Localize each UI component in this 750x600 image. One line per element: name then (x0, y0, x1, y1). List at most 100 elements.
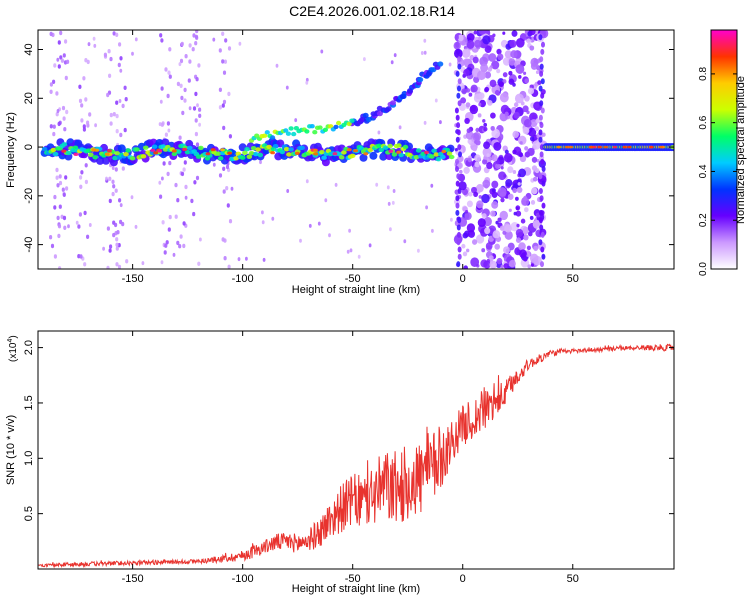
spectrogram-cell (114, 188, 118, 193)
spectrogram-cell (86, 120, 90, 125)
spectrogram-cell (512, 187, 518, 193)
spectrogram-cell (463, 265, 468, 269)
spectrogram-cell (130, 195, 134, 200)
snr-series-line (38, 343, 674, 569)
spectrogram-cell (523, 71, 527, 76)
spectrogram-cell (502, 57, 511, 66)
spectrogram-cell (218, 48, 222, 53)
spectrogram-cell (131, 51, 134, 56)
spectrogram-cell (270, 135, 276, 140)
spectrogram-cell (246, 154, 253, 159)
spectrogram-cell (64, 39, 68, 44)
spectrogram-cell (512, 149, 517, 155)
spectrogram-cell (56, 57, 60, 62)
spectrogram-cell (503, 263, 509, 269)
spectrogram-cell (456, 92, 461, 99)
spectrogram-cell (390, 100, 396, 106)
spectrogram-cell (59, 30, 63, 36)
spectrogram-cell (434, 98, 438, 103)
spectrogram-cell (134, 37, 138, 42)
spectrogram-cell (109, 112, 113, 118)
spectrogram-cell (195, 154, 202, 159)
spectrogram-cell (461, 243, 466, 249)
spectrogram-cell (52, 131, 56, 137)
spectrogram-cell (500, 264, 504, 269)
spectrogram-cell (198, 107, 202, 112)
spectrogram-cell (65, 186, 69, 191)
snr-frame (37, 330, 675, 570)
spectrogram-cell (112, 31, 116, 36)
spectrogram-cell (227, 151, 233, 155)
spectrogram-cell (162, 161, 166, 166)
spectrogram-cell (111, 166, 115, 170)
spectrogram-cell (164, 67, 168, 72)
spectrogram-cell (305, 179, 309, 184)
spectrogram-cell (309, 124, 315, 129)
spectrogram-cell (499, 210, 509, 221)
spectrogram-cell (478, 92, 485, 100)
x-tick-label: 50 (567, 273, 579, 285)
spectrogram-cell (65, 109, 69, 115)
spectrogram-cell (487, 66, 493, 72)
spectrogram-cell (271, 216, 275, 221)
spectrogram-cell (61, 142, 68, 147)
spectrogram-cell (500, 197, 505, 203)
spectrogram-cell (363, 57, 366, 62)
spectrogram-cell (227, 264, 231, 269)
spectrogram-cell (465, 130, 474, 140)
spectrogram-cell (450, 217, 453, 222)
spectrogram-cell (179, 234, 183, 239)
spectrogram-cell (533, 101, 541, 111)
spectrogram-cell (564, 145, 570, 149)
spectrogram-cell (466, 128, 471, 134)
spectrogram-cell (61, 149, 67, 153)
spectrogram-cell (150, 148, 156, 152)
spectrogram-cell (538, 114, 543, 121)
spectrogram-cell (114, 167, 118, 172)
spectrogram-cell (541, 41, 545, 48)
spectrogram-cell (532, 140, 541, 150)
spectrogram-cell (317, 125, 323, 130)
spectrogram-cell (79, 254, 83, 259)
spectrogram-panel: -150 -100 -50 0 50 -40 -20 0 20 40 Height of str… (5, 29, 675, 296)
spectrogram-cell (465, 88, 471, 93)
spectrogram-cell (305, 80, 309, 85)
spectrogram-cell (466, 223, 476, 233)
spectrogram-cell (440, 154, 446, 160)
spectrogram-cell (490, 125, 495, 131)
spectrogram-cell (194, 34, 199, 40)
spectrogram-cell (482, 35, 491, 45)
spectrogram-cell (176, 149, 182, 154)
spectrogram-cell (471, 239, 478, 245)
spectrogram-cell (535, 118, 541, 124)
spectrogram-cell (194, 118, 198, 123)
spectrogram-cell (487, 99, 493, 106)
spectrogram-cell (84, 97, 88, 102)
spectrogram-cell (245, 256, 248, 261)
spectrogram-cell (466, 40, 475, 49)
spectrogram-cell (423, 50, 427, 55)
spectrogram-cell (184, 54, 188, 59)
spectrogram-cell (392, 189, 396, 193)
spectrogram-cell (531, 187, 538, 195)
spectrogram-cell (312, 130, 318, 135)
spectrogram-cell (317, 221, 321, 226)
spectrogram-cell (58, 174, 62, 179)
spectrogram-cell (176, 240, 180, 246)
x-tick-label: 0 (460, 273, 466, 285)
spectrogram-cell (222, 70, 227, 75)
spectrogram-cell (119, 203, 123, 208)
spectrogram-cell (115, 32, 119, 37)
snr-background (38, 331, 674, 569)
spectrogram-cell (390, 60, 394, 65)
spectrogram-cell (181, 110, 185, 116)
spectrogram-cell (527, 147, 535, 156)
spectrogram-cell (455, 114, 460, 121)
y-tick-label: 1.0 (23, 451, 35, 466)
spectrogram-cell (423, 120, 427, 125)
spectrogram-cell (508, 70, 513, 76)
spectrogram-cell (140, 154, 147, 159)
spectrogram-cell (495, 163, 500, 169)
spectrogram-cell (540, 158, 545, 165)
spectrogram-cell (308, 223, 312, 228)
